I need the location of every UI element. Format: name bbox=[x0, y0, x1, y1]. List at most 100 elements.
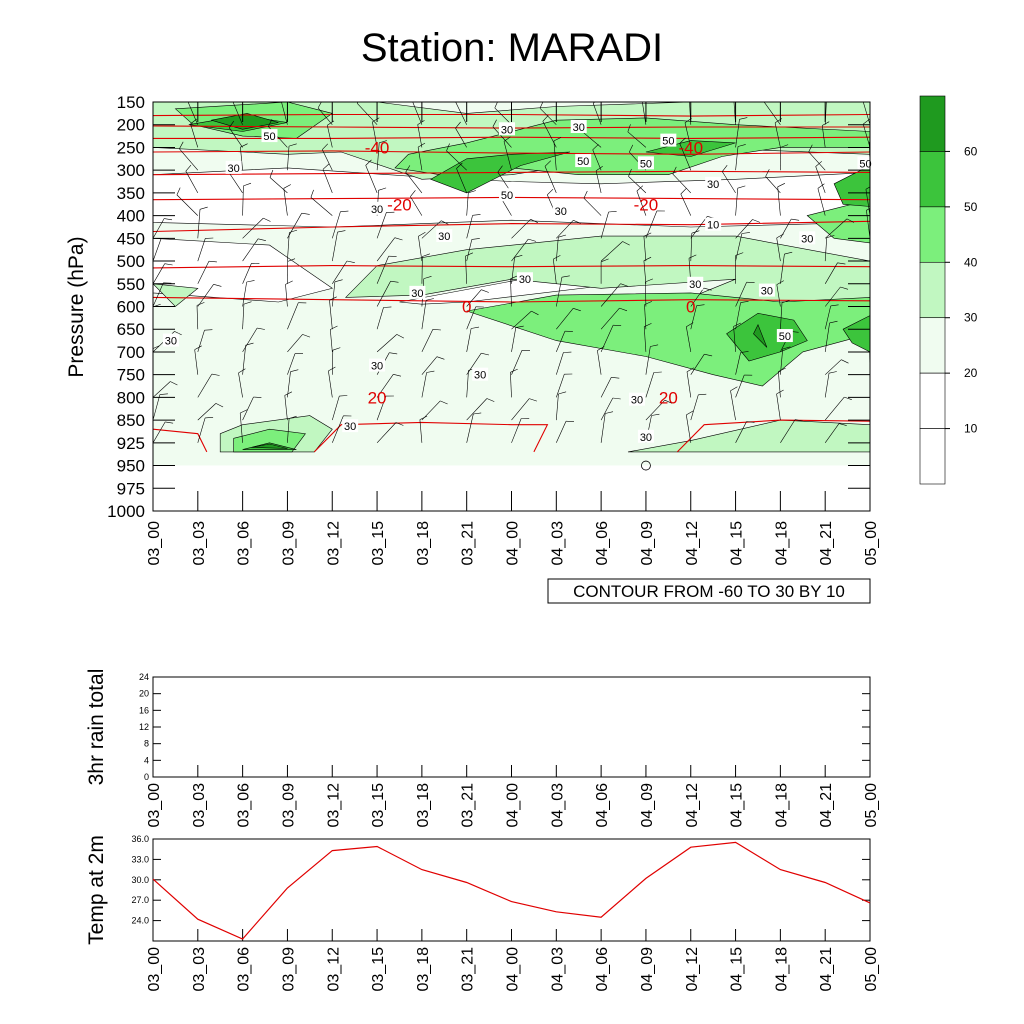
y-tick-label: 750 bbox=[117, 366, 145, 385]
wind-barb bbox=[869, 102, 870, 103]
svg-text:30: 30 bbox=[631, 395, 643, 407]
isotherm-line bbox=[313, 421, 549, 453]
wind-barb-flag bbox=[285, 280, 293, 285]
wind-barb bbox=[735, 119, 740, 148]
colorbar-label: 20 bbox=[964, 366, 978, 380]
wind-barb-flag bbox=[410, 190, 416, 197]
wind-barb-flag bbox=[724, 71, 730, 77]
x-tick-label: 03_15 bbox=[370, 521, 387, 566]
wind-barb bbox=[600, 102, 602, 103]
wind-barb bbox=[824, 423, 840, 443]
wind-barb-flag bbox=[238, 368, 246, 374]
wind-contour-label: 30 bbox=[628, 392, 645, 407]
wind-barb bbox=[194, 349, 199, 375]
wind-barb-flag bbox=[776, 389, 784, 395]
wind-barb-flag bbox=[620, 283, 629, 287]
y-tick-label: 1000 bbox=[107, 502, 145, 521]
wind-barb bbox=[310, 197, 333, 216]
svg-text:30: 30 bbox=[519, 274, 531, 286]
wind-barb-flag bbox=[471, 326, 480, 329]
wind-barb bbox=[869, 327, 870, 330]
colorbar-box bbox=[919, 95, 946, 152]
wind-barb bbox=[686, 326, 692, 352]
wind-barb bbox=[600, 241, 623, 262]
wind-barb-flag bbox=[365, 159, 372, 166]
wind-barb-flag bbox=[781, 300, 790, 303]
wind-barb bbox=[287, 146, 290, 171]
wind-barb-flag bbox=[869, 350, 870, 352]
temp-panel: 03_00 03_03 03_06 03_09 03_12 03_15 03_18 03_21… bbox=[85, 834, 880, 992]
wind-barb-flag bbox=[514, 255, 523, 258]
wind-barb bbox=[869, 305, 870, 307]
x-tick-label: 03_12 bbox=[325, 947, 342, 992]
y-tick-label: 400 bbox=[117, 207, 145, 226]
wind-barb bbox=[287, 371, 291, 398]
wind-barb-flag bbox=[553, 137, 562, 142]
wind-barb bbox=[862, 124, 870, 148]
wind-barb bbox=[556, 393, 559, 421]
wind-barb bbox=[511, 418, 522, 443]
wind-barb bbox=[735, 421, 747, 443]
wind-barb-flag bbox=[179, 72, 183, 79]
wind-barb-flag bbox=[791, 218, 800, 221]
wind-barb bbox=[372, 121, 378, 148]
wind-barb-flag bbox=[458, 74, 464, 79]
wind-barb bbox=[686, 371, 692, 398]
wind-barb bbox=[179, 148, 199, 171]
wind-barb-flag bbox=[873, 370, 881, 372]
y-axis-label: Temp at 2m bbox=[85, 835, 108, 945]
wind-contour-label: 30 bbox=[409, 285, 426, 300]
isotherm-label: -20 bbox=[387, 195, 412, 214]
wind-barb bbox=[777, 186, 781, 216]
x-tick-label: 04_09 bbox=[639, 521, 656, 566]
wind-barb bbox=[322, 149, 333, 171]
svg-text:30: 30 bbox=[411, 288, 423, 300]
wind-barb bbox=[421, 220, 442, 239]
x-tick-label: 03_00 bbox=[146, 521, 163, 566]
x-tick-label: 05_00 bbox=[863, 783, 880, 828]
wind-barb-flag bbox=[544, 160, 552, 167]
wind-barb-flag bbox=[211, 373, 220, 376]
wind-barb-flag bbox=[627, 124, 631, 132]
wind-contour-label: 30 bbox=[369, 201, 386, 216]
y-tick-label: 700 bbox=[117, 343, 145, 362]
x-tick-label: 03_03 bbox=[191, 521, 208, 566]
wind-barb bbox=[592, 103, 602, 125]
wind-barb-flag bbox=[284, 391, 293, 396]
wind-barb bbox=[869, 282, 870, 284]
wind-barb bbox=[503, 141, 512, 171]
wind-barb-flag bbox=[808, 144, 813, 153]
wind-barb-flag bbox=[411, 92, 417, 98]
wind-barb bbox=[331, 102, 333, 103]
wind-barb bbox=[176, 194, 199, 216]
wind-barb bbox=[511, 102, 512, 103]
wind-barb bbox=[466, 192, 469, 216]
wind-barb bbox=[466, 398, 488, 421]
wind-barb-flag bbox=[737, 144, 746, 147]
wind-barb-flag bbox=[682, 74, 688, 80]
svg-text:30: 30 bbox=[555, 206, 567, 218]
wind-barb bbox=[642, 102, 647, 125]
wind-barb-flag bbox=[784, 251, 793, 255]
wind-barb-flag bbox=[737, 185, 746, 189]
x-tick-label: 03_06 bbox=[236, 783, 253, 828]
wind-barb bbox=[553, 140, 557, 171]
wind-barb-flag bbox=[763, 71, 767, 78]
wind-barb-flag bbox=[494, 102, 498, 109]
wind-barb bbox=[287, 334, 303, 353]
wind-barb-flag bbox=[686, 322, 694, 327]
svg-text:30: 30 bbox=[438, 231, 450, 243]
wind-barb-flag bbox=[263, 217, 271, 222]
y-tick-label: 450 bbox=[117, 229, 145, 248]
wind-barb-flag bbox=[471, 238, 480, 240]
isotherm-label: 20 bbox=[659, 388, 678, 407]
wind-barb bbox=[555, 102, 557, 103]
wind-barb-flag bbox=[394, 237, 403, 241]
wind-barb-flag bbox=[672, 166, 677, 175]
wind-barb bbox=[597, 350, 602, 375]
wind-barb-flag bbox=[593, 102, 596, 104]
wind-barb-flag bbox=[704, 353, 713, 357]
wind-barb bbox=[330, 329, 333, 352]
wind-barb-flag bbox=[696, 304, 705, 306]
wind-barb-flag bbox=[258, 238, 266, 241]
